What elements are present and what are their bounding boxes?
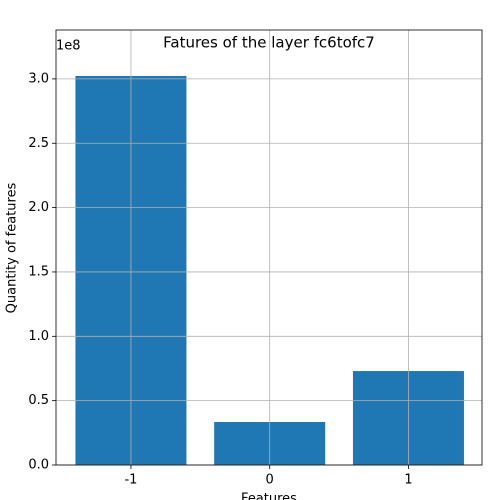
plot-frame bbox=[55, 29, 483, 466]
offset-label: 1e8 bbox=[56, 39, 81, 54]
y-tick-label: 0.5 bbox=[28, 393, 49, 408]
y-tick-label: 2.0 bbox=[28, 200, 49, 215]
y-tick-label: 1.0 bbox=[28, 329, 49, 344]
x-tick-label: -1 bbox=[124, 473, 137, 488]
x-tick-label: 1 bbox=[404, 473, 412, 488]
y-tick-label: 1.5 bbox=[28, 264, 49, 279]
y-axis-label: Quantity of features bbox=[5, 182, 20, 313]
x-axis-label: Features bbox=[241, 492, 297, 500]
y-tick-label: 3.0 bbox=[28, 71, 49, 86]
y-tick-label: 0.0 bbox=[28, 458, 49, 473]
x-tick-label: 0 bbox=[266, 473, 274, 488]
chart-title: Fatures of the layer fc6tofc7 bbox=[163, 34, 375, 52]
y-tick-label: 2.5 bbox=[28, 136, 49, 151]
